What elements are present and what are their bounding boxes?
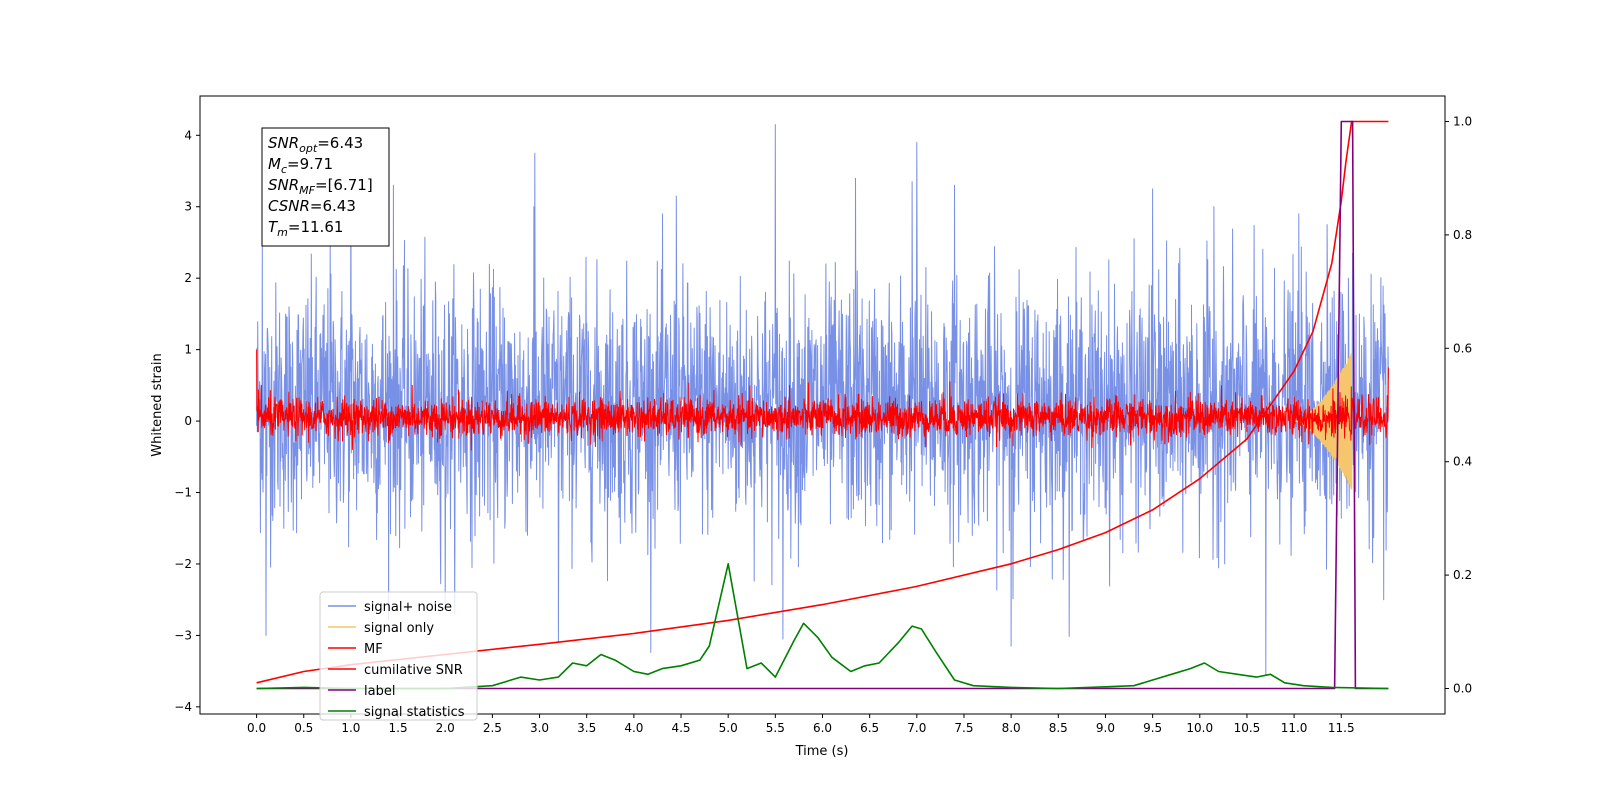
y-tick-label-left: 3: [184, 200, 192, 214]
x-tick-label: 1.5: [389, 721, 408, 735]
x-tick-label: 6.5: [860, 721, 879, 735]
annotation-line: SNRopt=6.43: [268, 134, 363, 155]
y-tick-label-right: 1.0: [1453, 115, 1472, 129]
y-axis-left: −4 −3 −2 −1 0 1 2 3 4: [174, 128, 200, 714]
x-tick-label: 0.0: [247, 721, 266, 735]
x-tick-label: 7.0: [907, 721, 926, 735]
x-tick-label: 10.0: [1186, 721, 1213, 735]
y-tick-label-left: −3: [174, 628, 192, 642]
y-tick-label-left: −1: [174, 486, 192, 500]
x-tick-label: 10.5: [1234, 721, 1261, 735]
y-tick-label-left: 1: [184, 343, 192, 357]
legend-entry: signal statistics: [364, 705, 465, 720]
legend-frame: [319, 591, 478, 721]
annotation-frame: [261, 127, 390, 247]
x-axis: 0.0 0.5 1.0 1.5 2.0 2.5 3.0 3.5 4.0 4.5 5.0 5.5 6.0 6…: [247, 714, 1355, 735]
x-tick-label: 3.0: [530, 721, 549, 735]
annotation-line: Mc=9.71: [268, 155, 333, 176]
x-tick-label: 4.5: [671, 721, 690, 735]
legend-entry: signal+ noise: [364, 600, 452, 615]
y-tick-label-left: 4: [184, 128, 192, 142]
x-tick-label: 8.5: [1049, 721, 1068, 735]
x-tick-label: 11.5: [1328, 721, 1355, 735]
x-tick-label: 7.5: [954, 721, 973, 735]
y-tick-label-right: 0.2: [1453, 568, 1472, 582]
x-tick-label: 5.0: [719, 721, 738, 735]
legend-entry: signal only: [364, 621, 434, 636]
x-tick-label: 1.0: [341, 721, 360, 735]
annotation-line: CSNR=6.43: [268, 197, 356, 215]
y-tick-label-right: 0.8: [1453, 228, 1472, 242]
x-tick-label: 9.5: [1143, 721, 1162, 735]
y-tick-label-right: 0.4: [1453, 455, 1472, 469]
x-tick-label: 4.0: [624, 721, 643, 735]
series-mf: [256, 349, 1389, 451]
series-cumilative-snr: [256, 120, 1389, 684]
annotation-line: SNRMF=[6.71]: [268, 176, 373, 197]
x-tick-label: 2.5: [483, 721, 502, 735]
series-signal-statistics: [256, 563, 1389, 690]
annotation-line: Tm=11.61: [268, 218, 343, 239]
y-tick-label-right: 0.0: [1453, 681, 1472, 695]
x-tick-label: 11.0: [1281, 721, 1308, 735]
x-tick-label: 3.5: [577, 721, 596, 735]
legend-entry: cumilative SNR: [364, 663, 463, 678]
y-tick-label-left: −2: [174, 557, 192, 571]
y-axis-right: 0.0 0.2 0.4 0.6 0.8 1.0: [1445, 115, 1472, 695]
y-tick-label-right: 0.6: [1453, 341, 1472, 355]
x-axis-label: Time (s): [795, 744, 849, 759]
y-tick-label-left: −4: [174, 700, 192, 714]
y-tick-label-left: 0: [184, 414, 192, 428]
y-axis-label-left: Whitened strain: [150, 353, 165, 456]
x-tick-label: 6.0: [813, 721, 832, 735]
x-tick-label: 5.5: [766, 721, 785, 735]
x-tick-label: 0.5: [294, 721, 313, 735]
x-tick-label: 2.0: [436, 721, 455, 735]
legend-entry: MF: [364, 642, 383, 657]
x-tick-label: 8.0: [1002, 721, 1021, 735]
x-tick-label: 9.0: [1096, 721, 1115, 735]
y-tick-label-left: 2: [184, 271, 192, 285]
legend-entry: label: [364, 684, 395, 699]
legend: signal+ noise signal only MF cumilative SNR…: [319, 591, 478, 721]
